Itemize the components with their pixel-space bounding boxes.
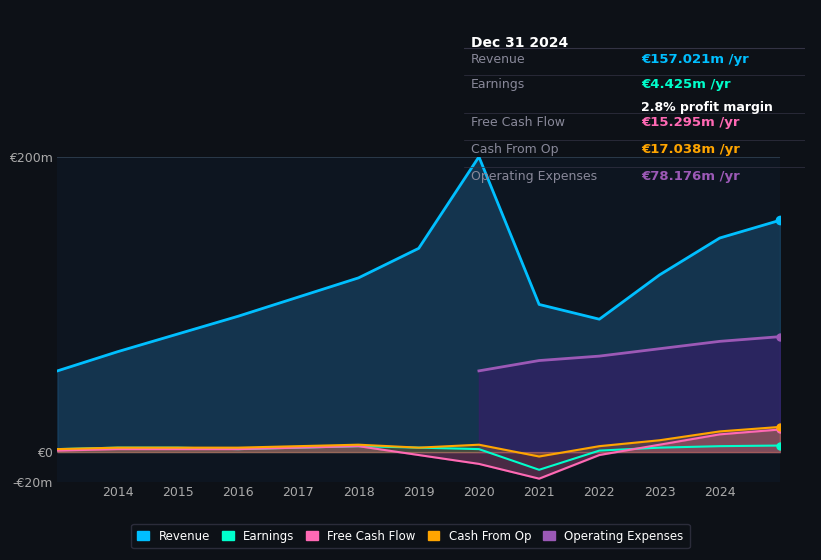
Text: Dec 31 2024: Dec 31 2024 <box>470 36 568 50</box>
Text: Cash From Op: Cash From Op <box>470 143 558 156</box>
Text: €15.295m /yr: €15.295m /yr <box>641 116 740 129</box>
Text: Operating Expenses: Operating Expenses <box>470 170 597 183</box>
Text: €157.021m /yr: €157.021m /yr <box>641 53 749 66</box>
Text: €17.038m /yr: €17.038m /yr <box>641 143 740 156</box>
Legend: Revenue, Earnings, Free Cash Flow, Cash From Op, Operating Expenses: Revenue, Earnings, Free Cash Flow, Cash … <box>131 524 690 548</box>
Text: 2.8% profit margin: 2.8% profit margin <box>641 101 773 114</box>
Text: €4.425m /yr: €4.425m /yr <box>641 78 731 91</box>
Text: Free Cash Flow: Free Cash Flow <box>470 116 565 129</box>
Text: Earnings: Earnings <box>470 78 525 91</box>
Text: €78.176m /yr: €78.176m /yr <box>641 170 740 183</box>
Text: Revenue: Revenue <box>470 53 525 66</box>
